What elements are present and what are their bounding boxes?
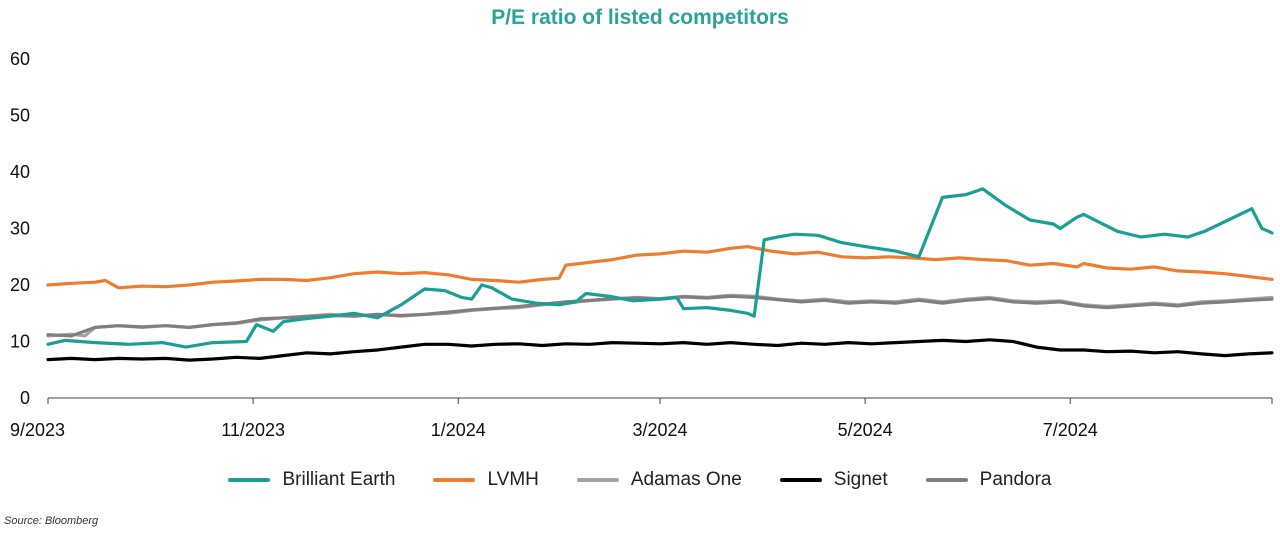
y-tick-label: 0 xyxy=(20,388,30,408)
chart-title: P/E ratio of listed competitors xyxy=(491,6,789,29)
legend-item: Adamas One xyxy=(576,469,742,491)
legend-item: Signet xyxy=(779,469,888,491)
y-tick-label: 40 xyxy=(10,162,30,182)
series-line-lvmh xyxy=(46,245,1274,290)
legend-item: LVMH xyxy=(433,469,539,491)
legend-label: Signet xyxy=(833,469,888,490)
x-tick-label: 11/2023 xyxy=(221,420,285,440)
x-tick-label: 1/2024 xyxy=(431,420,486,440)
y-tick-label: 10 xyxy=(10,332,30,352)
legend-swatch xyxy=(228,478,271,482)
y-tick-label: 20 xyxy=(10,275,30,295)
legend-swatch xyxy=(925,478,968,482)
y-tick-label: 50 xyxy=(10,106,30,126)
legend-item: Brilliant Earth xyxy=(228,469,395,491)
source-note: Source: Bloomberg xyxy=(4,515,99,527)
legend: Brilliant Earth LVMH Adamas One Signet Pando… xyxy=(0,469,1280,491)
series-line-signet xyxy=(46,338,1274,362)
legend-swatch xyxy=(576,478,619,482)
x-axis-labels: 9/2023 11/2023 1/2024 3/2024 5/2024 7/2024 xyxy=(10,420,1098,440)
y-tick-label: 60 xyxy=(10,49,30,69)
y-axis-labels: 0 10 20 30 40 50 60 xyxy=(10,49,30,408)
y-tick-label: 30 xyxy=(10,219,30,239)
x-tick-label: 3/2024 xyxy=(632,420,687,440)
legend-label: Adamas One xyxy=(630,469,742,490)
legend-label: Brilliant Earth xyxy=(282,469,396,490)
legend-label: Pandora xyxy=(979,469,1052,490)
x-tick-label: 9/2023 xyxy=(10,420,65,440)
series-line-adamas-one xyxy=(46,293,1274,338)
series-line-pandora xyxy=(46,294,1274,338)
series-lines xyxy=(46,187,1274,362)
x-tick-label: 7/2024 xyxy=(1043,420,1098,440)
x-tick-label: 5/2024 xyxy=(838,420,893,440)
legend-swatch xyxy=(433,478,476,482)
legend-item: Pandora xyxy=(925,469,1052,491)
series-line-brilliant-earth xyxy=(46,187,1274,349)
legend-swatch xyxy=(779,478,822,482)
legend-label: LVMH xyxy=(487,469,539,490)
x-axis xyxy=(47,397,1273,404)
